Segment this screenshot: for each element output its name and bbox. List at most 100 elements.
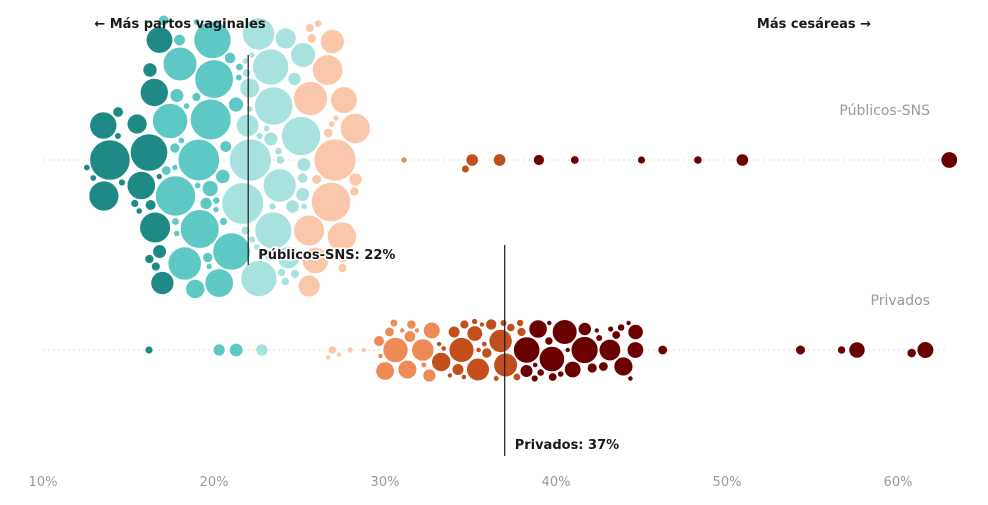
hospital-bubble xyxy=(916,341,935,359)
hospital-bubble xyxy=(235,73,243,82)
hospital-bubble xyxy=(255,132,264,140)
hospital-bubble xyxy=(277,268,286,277)
hospital-bubble xyxy=(493,352,518,378)
hospital-bubble xyxy=(287,72,302,86)
x-tick-label: 50% xyxy=(713,475,742,490)
hospital-bubble xyxy=(152,244,167,259)
hospital-bubble xyxy=(564,360,582,378)
hospital-bubble xyxy=(311,182,352,222)
hospital-bubble xyxy=(848,341,866,359)
hospital-bubble xyxy=(298,274,321,298)
hospital-bubble xyxy=(114,132,122,140)
hospital-bubble xyxy=(533,154,545,166)
hospital-bubble xyxy=(451,363,465,376)
hospital-bubble xyxy=(212,206,220,213)
hospital-bubble xyxy=(532,362,539,368)
hospital-bubble xyxy=(360,347,367,353)
hospital-bubble xyxy=(221,182,264,225)
hospital-bubble xyxy=(262,168,297,203)
hospital-bubble xyxy=(89,111,118,140)
hospital-bubble xyxy=(146,26,174,54)
hospital-bubble xyxy=(199,197,213,210)
hospital-bubble xyxy=(293,214,325,247)
hospital-bubble xyxy=(481,340,488,347)
hospital-bubble xyxy=(185,279,205,299)
hospital-bubble xyxy=(465,153,479,167)
hospital-bubble xyxy=(280,277,290,286)
hospital-bubble xyxy=(212,343,226,357)
hospital-bubble xyxy=(219,140,232,153)
hospital-bubble xyxy=(254,211,292,250)
hospital-bubble xyxy=(155,175,196,217)
hospital-bubble xyxy=(177,139,220,182)
hospital-bubble xyxy=(311,174,322,185)
hospital-bubble xyxy=(384,326,395,337)
mean-label: Públicos-SNS: 22% xyxy=(258,248,395,263)
hospital-bubble xyxy=(167,246,202,281)
hospital-bubble xyxy=(637,155,646,165)
hospital-bubble xyxy=(406,319,417,330)
hospital-bubble xyxy=(516,319,524,327)
hospital-bubble xyxy=(348,172,363,187)
hospital-bubble xyxy=(530,374,539,383)
hospital-bubble xyxy=(627,324,644,340)
hospital-bubble xyxy=(112,106,124,118)
hospital-bubble xyxy=(135,207,143,215)
hospital-bubble xyxy=(312,54,344,86)
hospital-bubble xyxy=(940,151,958,169)
hospital-bubble xyxy=(240,260,278,297)
hospital-bubble xyxy=(479,321,485,328)
x-tick-label: 10% xyxy=(29,475,58,490)
hospital-bubble xyxy=(382,337,409,363)
hospital-bubble xyxy=(126,171,156,200)
hospital-bubble xyxy=(399,327,406,334)
hospital-bubble xyxy=(459,319,470,330)
hospital-bubble xyxy=(570,155,580,165)
hospital-bubble xyxy=(193,18,201,26)
hospital-bubble xyxy=(330,86,358,114)
hospital-bubble xyxy=(253,243,261,251)
hospital-bubble xyxy=(190,98,232,141)
hospital-bubble xyxy=(389,318,399,328)
hospital-bubble xyxy=(242,68,252,78)
hospital-bubble xyxy=(239,77,260,99)
hospital-bubble xyxy=(215,169,231,184)
hospital-bubble xyxy=(229,138,272,182)
hospital-bubble xyxy=(339,113,371,144)
hospital-bubble xyxy=(617,323,625,332)
hospital-bubble xyxy=(485,318,498,331)
hospital-bubble xyxy=(593,327,600,334)
hospital-bubble xyxy=(420,361,427,369)
hospital-bubble xyxy=(448,337,475,363)
hospital-bubble xyxy=(156,173,163,180)
hospital-bubble xyxy=(625,320,632,326)
hospital-bubble xyxy=(564,347,571,353)
hospital-bubble xyxy=(254,86,294,126)
hospital-bubble xyxy=(177,137,185,145)
hospital-bubble xyxy=(314,19,323,28)
hospital-bubble xyxy=(519,364,534,378)
hospital-bubble xyxy=(202,180,219,197)
hospital-bubble xyxy=(325,354,332,361)
hospital-bubble xyxy=(183,102,190,110)
hospital-bubble xyxy=(513,336,541,364)
hospital-bubble xyxy=(274,147,283,156)
hospital-bubble xyxy=(263,131,279,147)
hospital-bubble xyxy=(219,217,228,226)
hospital-bubble xyxy=(466,357,490,382)
hospital-bubble xyxy=(626,341,644,359)
hospital-bubble xyxy=(512,372,521,381)
hospital-bubble xyxy=(162,46,198,82)
hospital-bubble xyxy=(422,368,437,383)
hospital-bubble xyxy=(300,203,308,210)
hospital-bubble xyxy=(436,341,442,347)
x-tick-label: 40% xyxy=(542,475,571,490)
hospital-bubble xyxy=(281,116,321,156)
hospital-bubble xyxy=(488,329,513,353)
x-tick-label: 20% xyxy=(200,475,229,490)
hospital-bubble xyxy=(837,345,846,355)
hospital-bubble xyxy=(332,114,340,122)
hospital-bubble xyxy=(305,23,315,33)
hospital-bubble xyxy=(88,180,120,212)
hospital-bubble xyxy=(224,52,236,64)
